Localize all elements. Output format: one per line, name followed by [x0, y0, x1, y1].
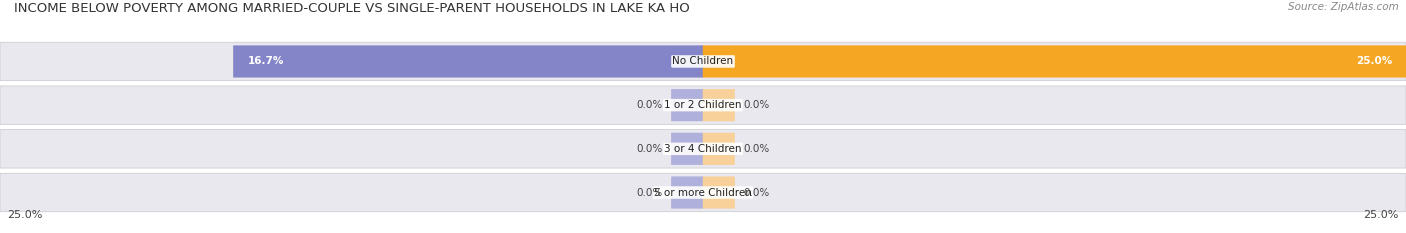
- Text: 0.0%: 0.0%: [637, 144, 664, 154]
- FancyBboxPatch shape: [671, 89, 703, 121]
- FancyBboxPatch shape: [703, 89, 735, 121]
- Text: 0.0%: 0.0%: [744, 188, 769, 198]
- FancyBboxPatch shape: [703, 45, 1406, 78]
- Text: 0.0%: 0.0%: [744, 100, 769, 110]
- Text: INCOME BELOW POVERTY AMONG MARRIED-COUPLE VS SINGLE-PARENT HOUSEHOLDS IN LAKE KA: INCOME BELOW POVERTY AMONG MARRIED-COUPL…: [14, 2, 690, 15]
- FancyBboxPatch shape: [0, 173, 1406, 212]
- FancyBboxPatch shape: [0, 86, 1406, 124]
- FancyBboxPatch shape: [703, 176, 735, 209]
- FancyBboxPatch shape: [671, 133, 703, 165]
- Text: 0.0%: 0.0%: [637, 188, 664, 198]
- Text: 0.0%: 0.0%: [637, 100, 664, 110]
- Text: 1 or 2 Children: 1 or 2 Children: [664, 100, 742, 110]
- Text: 25.0%: 25.0%: [7, 210, 42, 220]
- Text: 25.0%: 25.0%: [1364, 210, 1399, 220]
- FancyBboxPatch shape: [703, 133, 735, 165]
- FancyBboxPatch shape: [671, 176, 703, 209]
- Text: 16.7%: 16.7%: [247, 56, 284, 66]
- Text: 5 or more Children: 5 or more Children: [654, 188, 752, 198]
- Text: 0.0%: 0.0%: [744, 144, 769, 154]
- Text: 25.0%: 25.0%: [1355, 56, 1392, 66]
- Text: Source: ZipAtlas.com: Source: ZipAtlas.com: [1288, 2, 1399, 12]
- Text: 3 or 4 Children: 3 or 4 Children: [664, 144, 742, 154]
- Text: No Children: No Children: [672, 56, 734, 66]
- FancyBboxPatch shape: [0, 130, 1406, 168]
- FancyBboxPatch shape: [0, 42, 1406, 81]
- FancyBboxPatch shape: [233, 45, 703, 78]
